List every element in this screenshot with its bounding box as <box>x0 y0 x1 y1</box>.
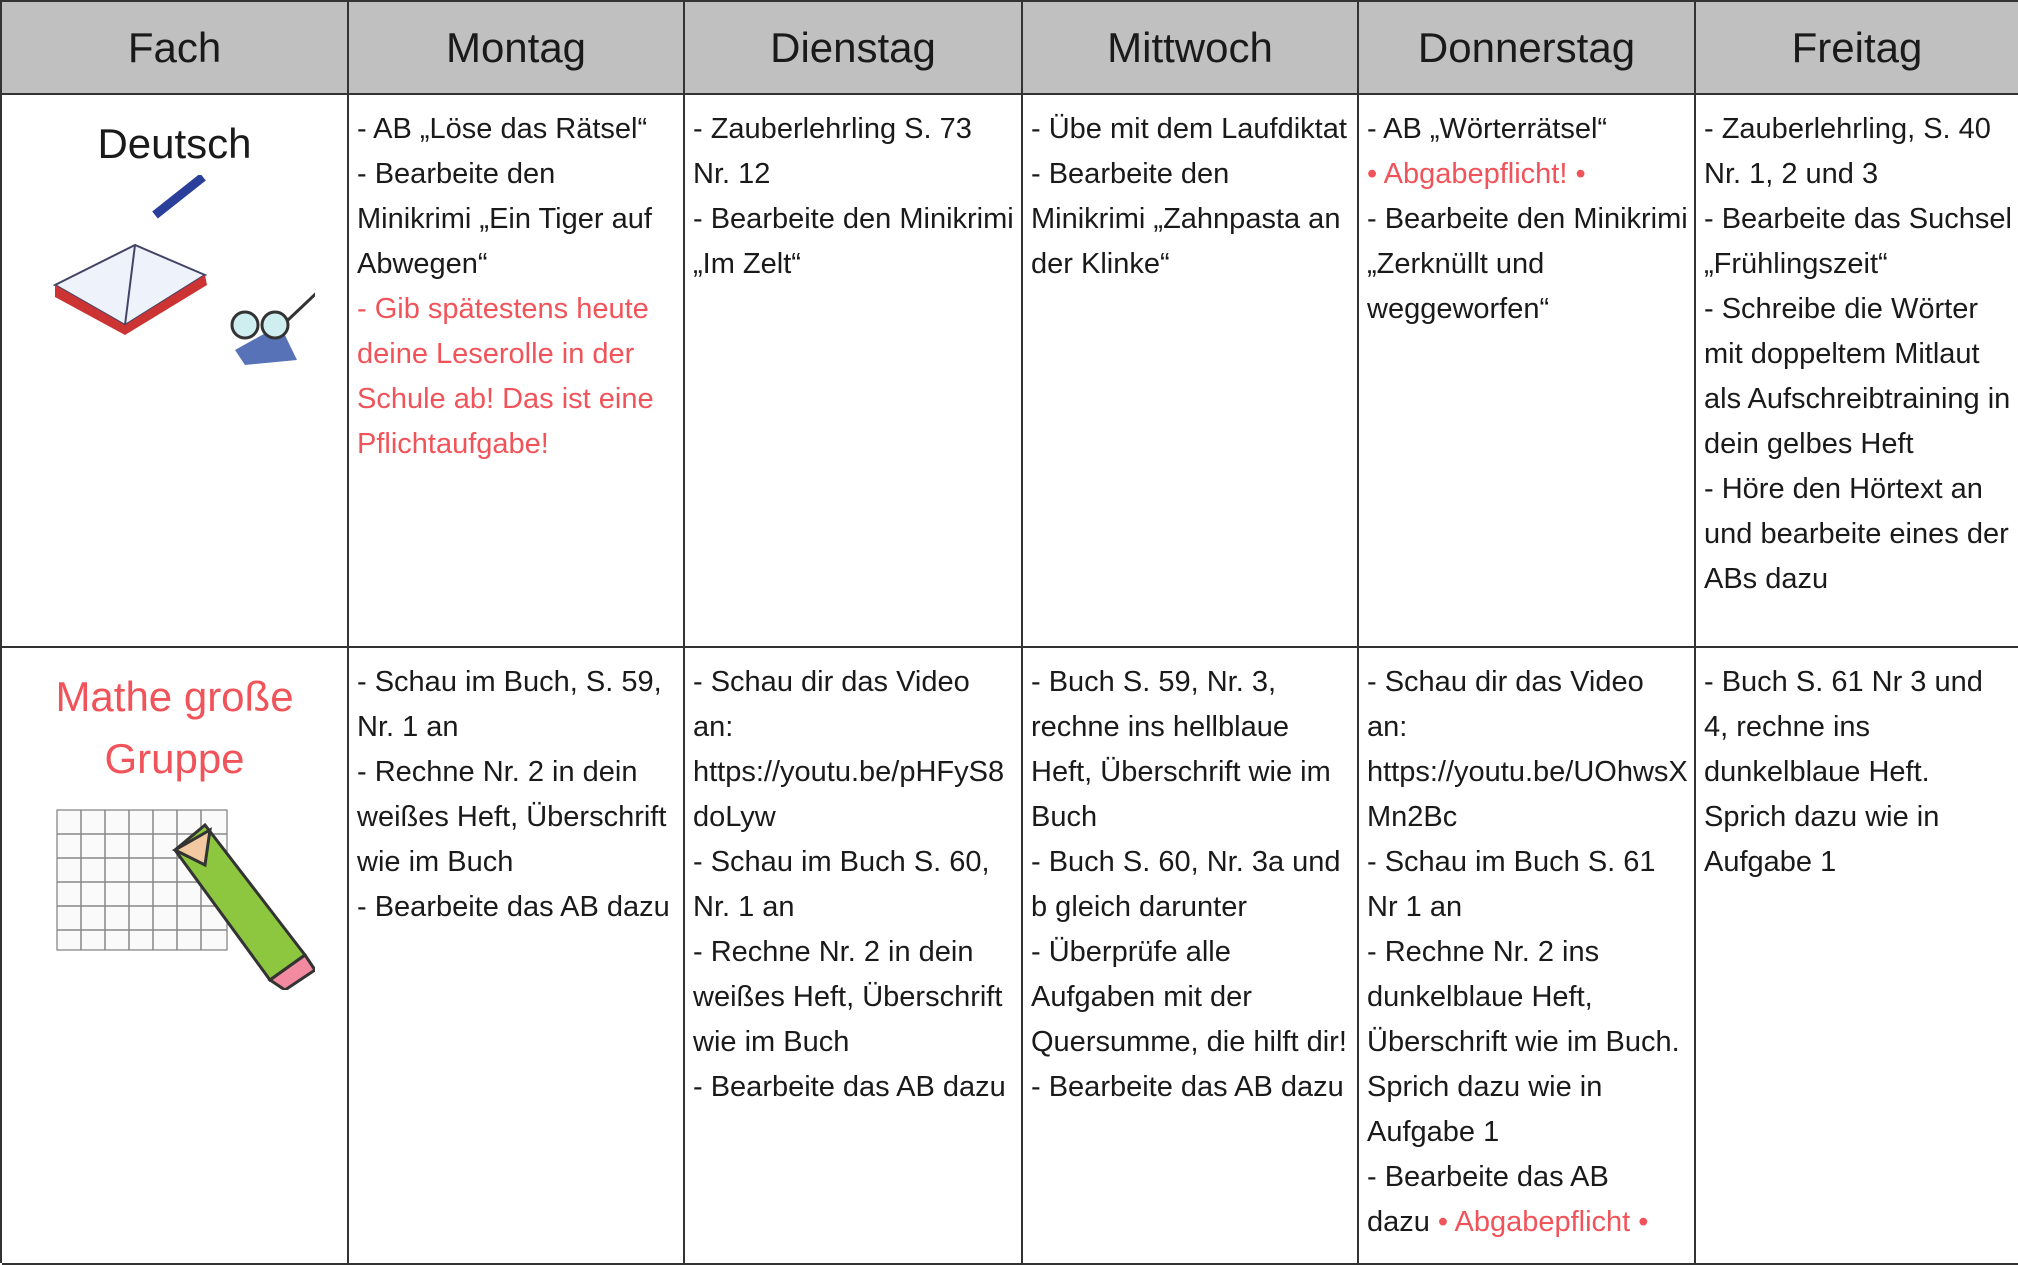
task-cell: - Zauberlehrling, S. 40 Nr. 1, 2 und 3 - … <box>1696 95 2018 648</box>
task-item: - Bearbeite den Minikrimi „Zahnpasta an … <box>1031 152 1351 287</box>
task-item: - Schau dir das Video an: https://youtu.… <box>693 660 1015 840</box>
task-cell: - Schau dir das Video an: https://youtu.… <box>1359 648 1696 1265</box>
subject-icon <box>2 173 347 370</box>
task-item: - Buch S. 61 Nr 3 und 4, rechne ins dunk… <box>1704 660 2012 885</box>
subject-name: Mathe große Gruppe <box>55 673 294 782</box>
task-cell: - Übe mit dem Laufdiktat - Bearbeite den … <box>1023 95 1359 648</box>
subject-name: Deutsch <box>97 120 252 167</box>
task-text: - Bearbeite das AB dazu <box>1367 1161 1609 1238</box>
task-text: - Bearbeite das Suchsel „Frühlingszeit“ <box>1704 203 2012 280</box>
task-text: - Bearbeite den Minikrimi „Ein Tiger auf… <box>357 158 652 280</box>
book-icon <box>52 173 326 365</box>
task-item: - Schreibe die Wörter mit doppeltem Mitl… <box>1704 287 2012 467</box>
task-text: - Bearbeite das AB dazu <box>1031 1071 1344 1103</box>
task-item: - Schau im Buch, S. 59, Nr. 1 an <box>357 660 677 750</box>
task-text: - Gib spätestens heute deine Leserolle i… <box>357 293 654 460</box>
task-text: - Buch S. 60, Nr. 3a und b gleich darunt… <box>1031 846 1341 923</box>
task-item: - Buch S. 60, Nr. 3a und b gleich darunt… <box>1031 840 1351 930</box>
task-item: - Bearbeite das AB dazu <box>1031 1065 1351 1110</box>
task-item: - Schau im Buch S. 60, Nr. 1 an <box>693 840 1015 930</box>
task-text: - Rechne Nr. 2 in dein weißes Heft, Über… <box>357 756 667 878</box>
header-cell: Montag <box>349 2 685 95</box>
task-item: • Abgabepflicht! • <box>1367 152 1688 197</box>
task-item: - Zauberlehrling S. 73 Nr. 12 <box>693 107 1015 197</box>
task-text: • Abgabepflicht! • <box>1367 158 1586 190</box>
task-item: - Rechne Nr. 2 in dein weißes Heft, Über… <box>357 750 677 885</box>
task-text: - Bearbeite den Minikrimi „Im Zelt“ <box>693 203 1014 280</box>
task-item: - Rechne Nr. 2 ins dunkelblaue Heft, Übe… <box>1367 930 1688 1155</box>
task-text: - Buch S. 61 Nr 3 und 4, rechne ins dunk… <box>1704 666 1983 878</box>
task-cell: - Buch S. 61 Nr 3 und 4, rechne ins dunk… <box>1696 648 2018 1265</box>
task-text: - Schau im Buch S. 60, Nr. 1 an <box>693 846 990 923</box>
task-item: - Bearbeite das Suchsel „Frühlingszeit“ <box>1704 197 2012 287</box>
header-cell: Freitag <box>1696 2 2018 95</box>
task-text: • Abgabepflicht • <box>1437 1206 1649 1238</box>
task-item: - Zauberlehrling, S. 40 Nr. 1, 2 und 3 <box>1704 107 2012 197</box>
task-text: - Bearbeite den Minikrimi „Zahnpasta an … <box>1031 158 1341 280</box>
task-text: - Übe mit dem Laufdiktat <box>1031 113 1347 145</box>
task-text: - Schau dir das Video an: https://youtu.… <box>693 666 1005 833</box>
task-cell: - AB „Löse das Rätsel“ - Bearbeite den Mi… <box>349 95 685 648</box>
task-text: - Rechne Nr. 2 ins dunkelblaue Heft, Übe… <box>1367 936 1680 1148</box>
task-item: - Rechne Nr. 2 in dein weißes Heft, Über… <box>693 930 1015 1065</box>
task-item: - Schau im Buch S. 61 Nr 1 an <box>1367 840 1688 930</box>
task-item: - AB „Wörterrätsel“ <box>1367 107 1688 152</box>
task-item: - Bearbeite den Minikrimi „Ein Tiger auf… <box>357 152 677 287</box>
task-item: - AB „Löse das Rätsel“ <box>357 107 677 152</box>
task-cell: - Schau im Buch, S. 59, Nr. 1 an - Rechne… <box>349 648 685 1265</box>
header-cell: Mittwoch <box>1023 2 1359 95</box>
task-cell: - Schau dir das Video an: https://youtu.… <box>685 648 1023 1265</box>
subject-icon <box>2 790 347 995</box>
task-item: - Überprüfe alle Aufgaben mit der Quersu… <box>1031 930 1351 1065</box>
task-text: - Überprüfe alle Aufgaben mit der Quersu… <box>1031 936 1347 1058</box>
task-text: - Zauberlehrling S. 73 Nr. 12 <box>693 113 972 190</box>
task-text: - AB „Wörterrätsel“ <box>1367 113 1608 145</box>
task-text: - Bearbeite den Minikrimi „Zerknüllt und… <box>1367 203 1688 325</box>
task-text: - Zauberlehrling, S. 40 Nr. 1, 2 und 3 <box>1704 113 1991 190</box>
task-item: - Buch S. 59, Nr. 3, rechne ins hellblau… <box>1031 660 1351 840</box>
task-text: - Schau im Buch S. 61 Nr 1 an <box>1367 846 1656 923</box>
task-item: - Höre den Hörtext an und bearbeite eine… <box>1704 467 2012 602</box>
task-item: - Übe mit dem Laufdiktat <box>1031 107 1351 152</box>
task-item: - Bearbeite das AB dazu <box>357 885 677 930</box>
task-item: - Bearbeite das AB dazu <box>693 1065 1015 1110</box>
task-cell: - Zauberlehrling S. 73 Nr. 12 - Bearbeite… <box>685 95 1023 648</box>
task-text: - Bearbeite das AB dazu <box>693 1071 1006 1103</box>
task-item: - Gib spätestens heute deine Leserolle i… <box>357 287 677 467</box>
task-cell: - Buch S. 59, Nr. 3, rechne ins hellblau… <box>1023 648 1359 1265</box>
task-text: - Schau dir das Video an: https://youtu.… <box>1367 666 1688 833</box>
task-item: - Schau dir das Video an: https://youtu.… <box>1367 660 1688 840</box>
header-cell: Dienstag <box>685 2 1023 95</box>
task-item: - Bearbeite das AB dazu • Abgabepflicht • <box>1367 1155 1688 1245</box>
header-cell: Donnerstag <box>1359 2 1696 95</box>
task-cell: - AB „Wörterrätsel“ • Abgabepflicht! • - B… <box>1359 95 1696 648</box>
math-icon <box>56 809 317 992</box>
task-text: - Bearbeite das AB dazu <box>357 891 670 923</box>
task-text: - Schau im Buch, S. 59, Nr. 1 an <box>357 666 662 743</box>
subject-cell: Mathe große Gruppe <box>2 648 349 1265</box>
subject-cell: Deutsch <box>2 95 349 648</box>
task-text: - Buch S. 59, Nr. 3, rechne ins hellblau… <box>1031 666 1331 833</box>
task-text: - Schreibe die Wörter mit doppeltem Mitl… <box>1704 293 2011 460</box>
header-cell: Fach <box>2 2 349 95</box>
task-item: - Bearbeite den Minikrimi „Im Zelt“ <box>693 197 1015 287</box>
task-item: - Bearbeite den Minikrimi „Zerknüllt und… <box>1367 197 1688 332</box>
task-text: - AB „Löse das Rätsel“ <box>357 113 648 145</box>
task-text: - Rechne Nr. 2 in dein weißes Heft, Über… <box>693 936 1003 1058</box>
task-text: - Höre den Hörtext an und bearbeite eine… <box>1704 473 2009 595</box>
